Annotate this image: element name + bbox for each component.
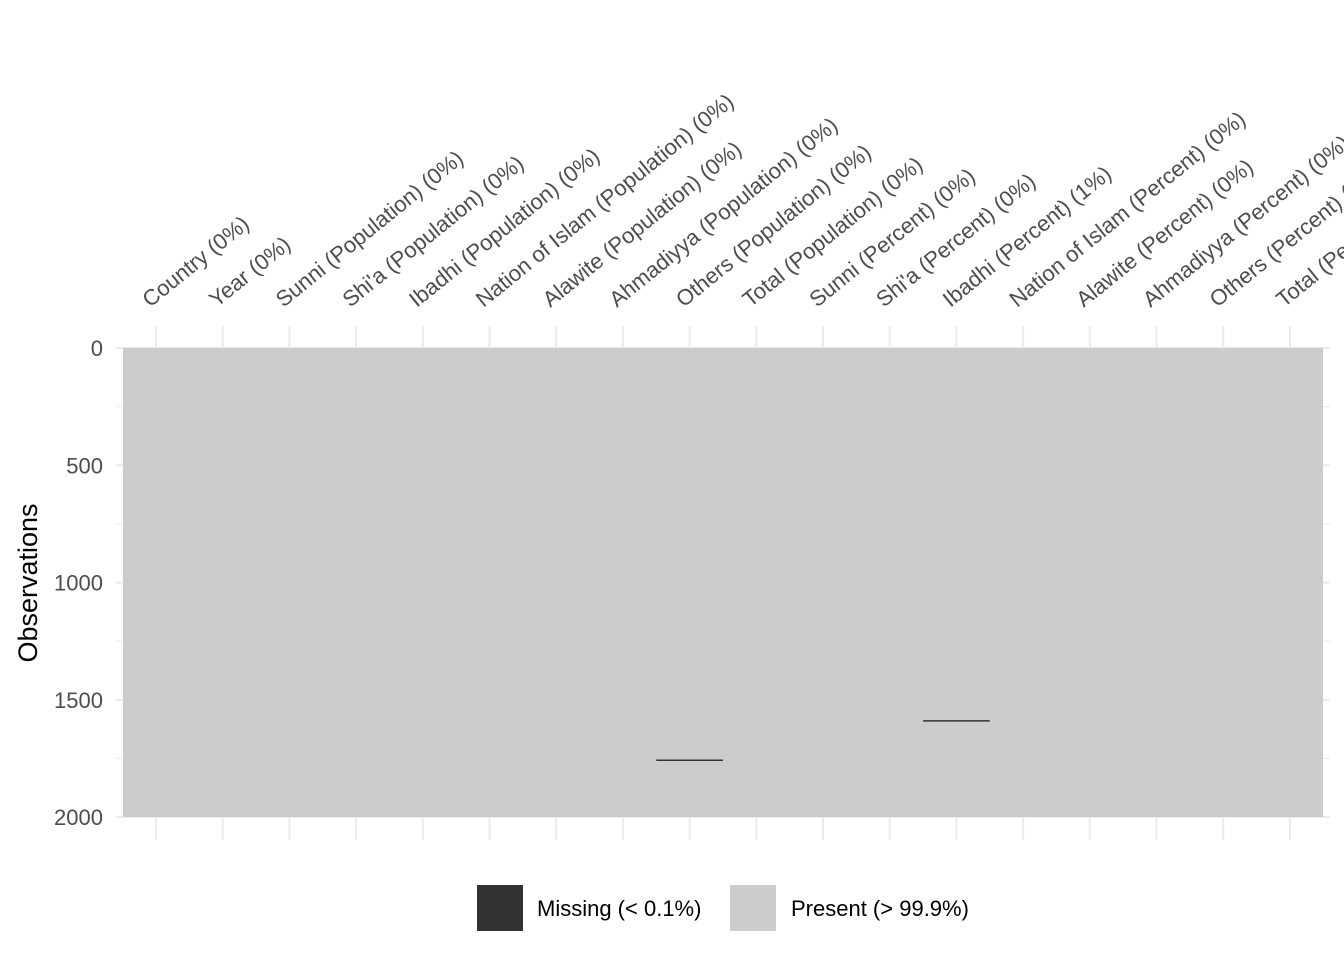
y-axis-ticks: 0 500 1000 1500 2000 xyxy=(54,336,103,830)
present-area xyxy=(123,348,1323,817)
legend-label: Missing (< 0.1%) xyxy=(537,896,701,921)
y-tick-label: 0 xyxy=(91,336,103,361)
legend-swatch xyxy=(477,885,523,931)
legend: Missing (< 0.1%) Present (> 99.9%) xyxy=(477,885,969,931)
y-tick-label: 1000 xyxy=(54,571,103,596)
y-axis-title: Observations xyxy=(13,503,43,662)
legend-label: Present (> 99.9%) xyxy=(791,896,969,921)
column-labels: Country (0%)Year (0%)Sunni (Population) … xyxy=(137,89,1344,312)
y-tick-label: 1500 xyxy=(54,688,103,713)
y-tick-label: 500 xyxy=(66,453,103,478)
y-tick-label: 2000 xyxy=(54,805,103,830)
legend-swatch xyxy=(730,885,776,931)
missing-mark xyxy=(656,759,723,762)
missing-mark xyxy=(923,720,990,722)
missing-marks xyxy=(656,720,990,762)
